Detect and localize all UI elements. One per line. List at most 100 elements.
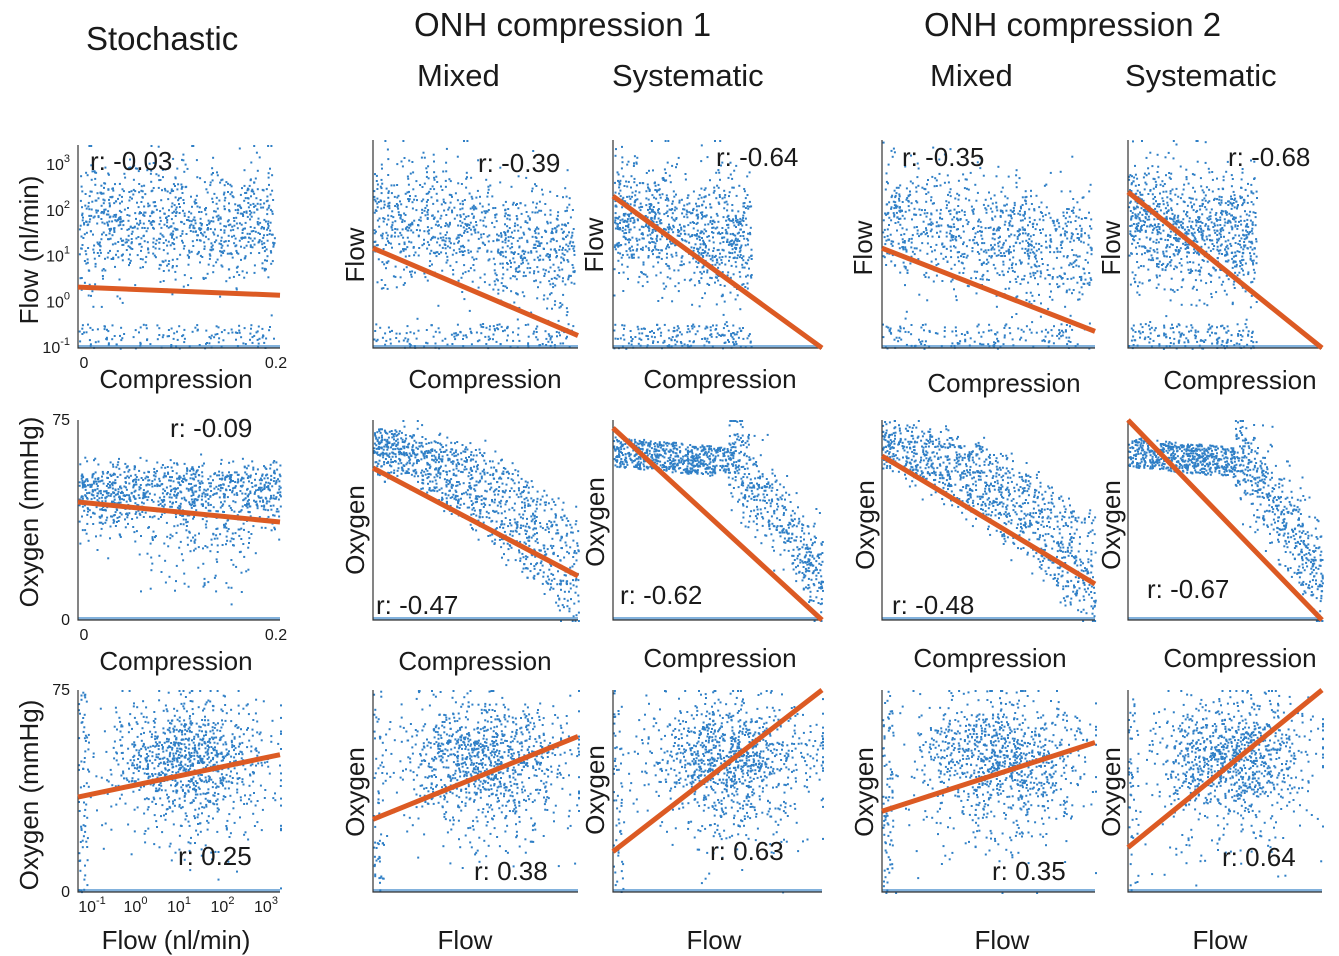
data-point	[705, 206, 707, 209]
data-point	[1026, 252, 1029, 255]
data-point	[219, 250, 222, 253]
data-point	[987, 227, 990, 229]
data-point	[489, 337, 492, 340]
data-point	[1024, 217, 1026, 220]
data-point	[890, 260, 893, 263]
data-point	[159, 219, 162, 222]
data-point	[541, 188, 543, 191]
data-point	[132, 336, 135, 339]
data-point	[892, 147, 895, 150]
data-point	[673, 209, 676, 212]
data-point	[456, 214, 459, 217]
data-point	[1049, 246, 1052, 249]
data-point	[439, 217, 442, 220]
data-point	[614, 205, 617, 208]
data-point	[987, 261, 990, 264]
data-point	[553, 248, 556, 251]
data-point	[927, 223, 930, 226]
data-point	[622, 226, 624, 229]
data-point	[661, 193, 664, 196]
data-point	[991, 237, 994, 240]
data-point	[397, 235, 400, 238]
data-point	[1181, 279, 1184, 282]
data-point	[669, 181, 672, 184]
data-point	[1160, 264, 1163, 266]
data-point	[1165, 250, 1168, 253]
data-point	[480, 211, 483, 214]
data-point	[1075, 254, 1078, 257]
data-point	[472, 216, 475, 219]
data-point	[223, 229, 226, 232]
data-point	[717, 169, 720, 172]
data-point	[913, 253, 916, 256]
data-point	[124, 176, 127, 179]
data-point	[742, 255, 745, 258]
data-point	[269, 208, 272, 211]
data-point	[1027, 245, 1030, 248]
data-point	[233, 224, 236, 227]
data-point	[97, 215, 100, 218]
data-point	[137, 170, 140, 173]
data-point	[1049, 251, 1052, 254]
data-point	[658, 193, 661, 196]
data-point	[626, 213, 629, 216]
data-point	[1005, 203, 1008, 206]
data-point	[431, 185, 434, 188]
data-point	[223, 208, 226, 210]
data-point	[239, 212, 242, 215]
data-point	[108, 220, 111, 223]
data-point	[140, 185, 143, 188]
data-point	[1132, 238, 1134, 241]
data-point	[263, 269, 266, 272]
data-point	[680, 264, 683, 267]
data-point	[238, 204, 241, 207]
data-point	[104, 269, 107, 272]
data-point	[923, 212, 926, 215]
data-point	[890, 149, 893, 152]
data-point	[391, 224, 394, 227]
data-point	[426, 211, 429, 214]
data-point	[391, 221, 394, 224]
data-point	[955, 330, 957, 333]
data-point	[1154, 224, 1156, 227]
data-point	[713, 221, 716, 224]
data-point	[469, 267, 472, 270]
data-point	[237, 204, 239, 207]
data-point	[1004, 195, 1007, 198]
data-point	[261, 267, 264, 270]
data-point	[566, 311, 569, 313]
data-point	[106, 221, 109, 224]
data-point	[1076, 237, 1079, 239]
data-point	[1038, 242, 1041, 245]
data-point	[562, 238, 565, 241]
data-point	[269, 326, 271, 328]
data-point	[556, 225, 559, 228]
data-point	[458, 250, 461, 253]
data-point	[1029, 291, 1032, 294]
data-point	[1204, 194, 1207, 197]
data-point	[507, 214, 510, 217]
data-point	[1010, 217, 1013, 220]
data-point	[1052, 342, 1055, 345]
data-point	[659, 334, 662, 337]
data-point	[564, 283, 567, 286]
data-point	[708, 341, 711, 344]
data-point	[652, 206, 655, 208]
data-point	[508, 227, 511, 229]
data-point	[251, 188, 254, 191]
data-point	[631, 338, 634, 340]
data-point	[1060, 323, 1063, 326]
data-point	[1043, 184, 1046, 187]
data-point	[409, 331, 412, 334]
data-point	[1243, 244, 1246, 247]
data-point	[1011, 269, 1014, 272]
data-point	[1176, 203, 1179, 206]
data-point	[1031, 294, 1034, 297]
data-point	[1145, 174, 1148, 177]
data-point	[723, 189, 726, 192]
data-point	[954, 326, 957, 329]
y-tick-label: 103	[46, 153, 70, 174]
data-point	[506, 325, 509, 328]
data-point	[433, 188, 436, 191]
data-point	[994, 215, 997, 218]
